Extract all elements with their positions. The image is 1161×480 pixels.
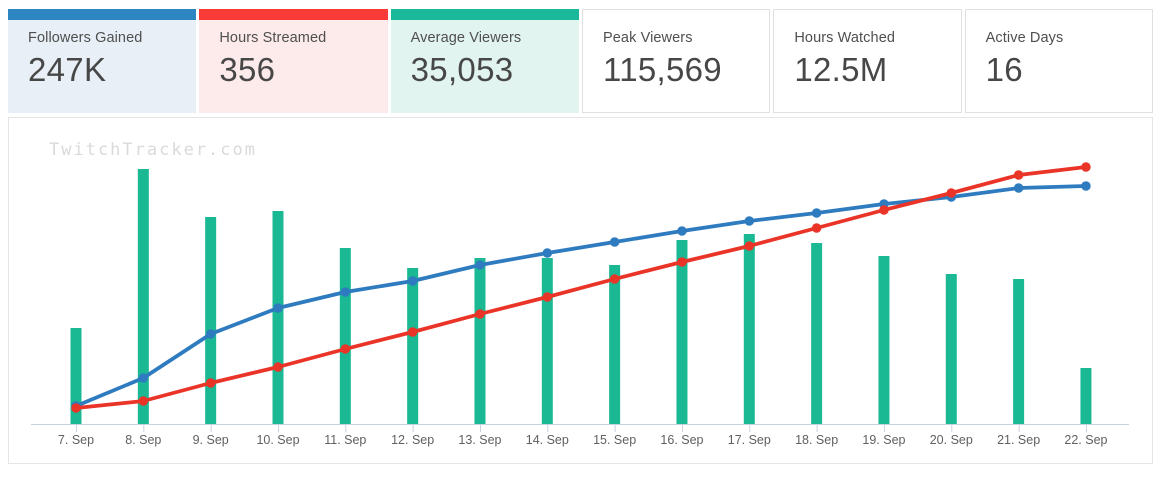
red-line-point [1013, 170, 1024, 180]
red-line-point [407, 327, 418, 337]
card-accent-bar [390, 9, 579, 20]
bar [70, 328, 82, 424]
x-axis-label: 14. Sep [526, 433, 569, 447]
x-axis-label: 17. Sep [728, 433, 771, 447]
card-accent-bar [199, 9, 388, 20]
blue-line-point [677, 226, 687, 236]
stat-card-hours-watched: Hours Watched 12.5M [773, 9, 962, 113]
x-axis-label: 20. Sep [930, 433, 973, 447]
bar [1080, 368, 1092, 424]
red-line-point [677, 257, 687, 267]
blue-line-point [1013, 183, 1024, 193]
x-axis-label: 18. Sep [795, 433, 838, 447]
x-axis-label: 19. Sep [862, 433, 905, 447]
stat-label: Hours Watched [794, 30, 896, 46]
x-axis-label: 13. Sep [458, 433, 501, 447]
blue-line-point [744, 216, 755, 226]
bar [743, 234, 755, 424]
blue-line-point [811, 208, 822, 218]
blue-line-point [542, 248, 553, 258]
red-line-point [475, 309, 485, 319]
bar [272, 211, 284, 424]
stat-card-average-viewers: Average Viewers 35,053 [390, 9, 579, 113]
bar [609, 265, 621, 424]
stat-label: Followers Gained [28, 30, 143, 46]
red-line-point [340, 344, 351, 354]
blue-line-point [205, 329, 216, 339]
bar [945, 274, 957, 424]
blue-line [74, 184, 1088, 408]
x-axis-label: 8. Sep [125, 433, 161, 447]
stat-value: 115,569 [602, 51, 722, 88]
stat-label: Average Viewers [410, 30, 522, 46]
bar [205, 217, 217, 424]
x-axis-label: 16. Sep [660, 433, 703, 447]
stat-card-hours-streamed: Hours Streamed 356 [199, 9, 388, 113]
red-line-point [205, 378, 216, 388]
bar [474, 258, 486, 424]
x-axis-label: 12. Sep [391, 433, 434, 447]
red-line-point [879, 205, 889, 215]
x-axis-label: 9. Sep [193, 433, 229, 447]
blue-line-point [609, 237, 620, 247]
blue-line-point [475, 260, 485, 270]
stat-card-followers-gained: Followers Gained 247K [8, 9, 197, 113]
bar [339, 248, 351, 424]
red-line-point [71, 403, 81, 413]
red-line [74, 165, 1088, 410]
red-line-point [273, 362, 283, 372]
page: Followers Gained 247K Hours Streamed 356… [8, 9, 1153, 464]
red-line-point [946, 188, 957, 198]
blue-line-point [138, 373, 149, 383]
stat-value: 35,053 [410, 51, 514, 88]
x-axis-label: 15. Sep [593, 433, 636, 447]
bar [407, 268, 419, 424]
blue-line-point [340, 287, 351, 297]
bar [1013, 279, 1025, 424]
card-accent-bar [966, 10, 1152, 20]
card-accent-bar [583, 10, 769, 20]
red-line-point [811, 223, 822, 233]
chart-panel: TwitchTracker.com 7. Sep 8. Sep 9. Sep 10. … [8, 117, 1153, 464]
x-axis-label: 21. Sep [997, 433, 1040, 447]
red-line-point [542, 292, 553, 302]
bar [137, 169, 149, 424]
blue-line-point [273, 303, 283, 313]
bar [878, 256, 890, 424]
bar [676, 240, 688, 424]
stat-value: 356 [219, 51, 276, 88]
red-line-point [744, 241, 755, 251]
x-axis-label: 11. Sep [324, 433, 366, 447]
x-axis-label: 7. Sep [58, 433, 94, 447]
stat-label: Peak Viewers [602, 30, 693, 46]
red-line-point [609, 274, 620, 284]
bar [541, 258, 553, 424]
x-axis-label: 22. Sep [1064, 433, 1107, 447]
stat-value: 12.5M [794, 51, 888, 88]
stat-value: 247K [28, 51, 107, 88]
red-line-point [1081, 162, 1091, 172]
stats-row: Followers Gained 247K Hours Streamed 356… [8, 9, 1153, 113]
x-axis-label: 10. Sep [256, 433, 299, 447]
stat-card-peak-viewers: Peak Viewers 115,569 [581, 9, 771, 113]
card-accent-bar [8, 9, 197, 20]
stat-label: Hours Streamed [219, 30, 327, 46]
red-line-point [138, 396, 149, 406]
blue-line-point [1081, 181, 1091, 191]
card-accent-bar [774, 10, 960, 20]
blue-line-point [407, 276, 418, 286]
chart-canvas: 7. Sep 8. Sep 9. Sep 10. Sep 11. Sep 12. Sep 1… [31, 162, 1129, 447]
stat-value: 16 [985, 51, 1023, 88]
watermark-text: TwitchTracker.com [49, 140, 257, 160]
stat-label: Active Days [985, 30, 1064, 46]
bar [811, 243, 823, 424]
stat-card-active-days: Active Days 16 [964, 9, 1153, 113]
